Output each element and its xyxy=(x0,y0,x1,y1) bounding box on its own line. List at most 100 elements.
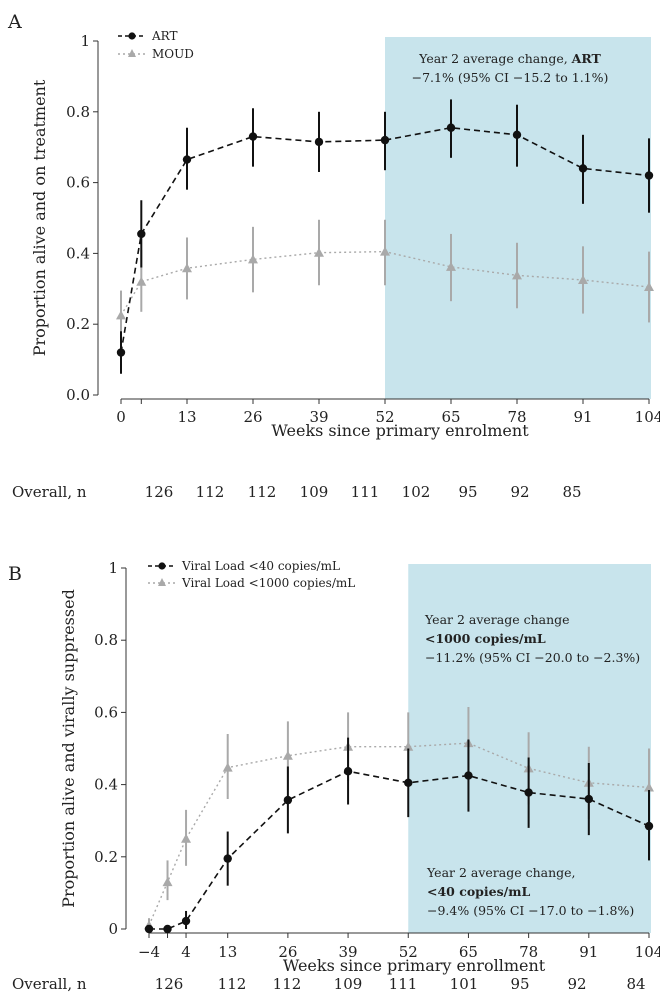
data-point-circle xyxy=(464,771,473,780)
y-tick-label: 0.6 xyxy=(66,174,90,192)
annotation-heading: Year 2 average change, ART xyxy=(418,51,601,66)
data-point-circle xyxy=(644,171,654,180)
x-tick-label: 13 xyxy=(218,943,237,961)
x-tick-label: 52 xyxy=(399,943,418,961)
y-tick-label: 0.8 xyxy=(66,103,90,121)
data-point-circle xyxy=(163,924,172,934)
y-tick-label: 1 xyxy=(80,32,90,50)
n-row-label: Overall, n xyxy=(12,975,87,993)
x-tick-label: 26 xyxy=(278,943,297,961)
data-point-circle xyxy=(524,788,533,797)
annotation-heading-text: Year 2 average change, xyxy=(418,51,572,66)
n-row-value: 84 xyxy=(626,975,645,993)
n-row-value: 112 xyxy=(196,483,225,501)
data-point-triangle xyxy=(282,750,293,760)
y-axis-title: Proportion alive and on treatment xyxy=(30,79,49,356)
data-point-circle xyxy=(584,794,594,804)
n-row-value: 112 xyxy=(218,975,247,993)
annotation-heading-bold: <1000 copies/mL xyxy=(425,631,546,646)
x-tick-label: 78 xyxy=(507,408,526,426)
data-point-circle xyxy=(578,164,588,173)
y-axis-title: Proportion alive and virally suppressed xyxy=(59,589,78,908)
data-point-circle xyxy=(343,767,353,776)
n-row-value: 102 xyxy=(402,483,431,501)
data-point-circle xyxy=(283,795,293,805)
data-point-triangle xyxy=(578,274,588,284)
x-tick-label: −4 xyxy=(138,943,160,961)
legend-marker-circle xyxy=(158,562,166,570)
legend-label: ART xyxy=(151,29,178,43)
data-point-circle xyxy=(380,135,390,145)
legend-label: Viral Load <40 copies/mL xyxy=(181,559,340,573)
n-row-value: 111 xyxy=(351,483,380,501)
annotation-estimate: −9.4% (95% CI −17.0 to −1.8%) xyxy=(427,903,634,918)
panel-a: A 0.0 0.2 0.4 0.6 0.8 1 Proportion alive and on… xyxy=(7,11,660,609)
n-row-value: 85 xyxy=(562,483,581,501)
series-line-black xyxy=(120,126,650,353)
legend-marker-circle xyxy=(128,32,136,40)
y-tick-label: 1 xyxy=(108,559,118,577)
data-point-triangle xyxy=(446,261,456,271)
legend-marker-triangle xyxy=(158,578,166,586)
data-point-circle xyxy=(181,916,191,926)
data-point-circle xyxy=(512,130,522,140)
x-tick-label: 52 xyxy=(375,408,394,426)
data-point-circle xyxy=(223,854,232,863)
year-2-shaded-region xyxy=(385,37,651,399)
y-tick-label: 0 xyxy=(108,920,118,938)
data-point-triangle xyxy=(248,254,258,264)
n-row-value: 95 xyxy=(458,483,477,501)
data-point-triangle xyxy=(644,782,654,792)
n-row-value: 92 xyxy=(510,483,529,501)
x-axis-title: Weeks since primary enrolment xyxy=(271,421,529,440)
x-tick-label: 13 xyxy=(177,408,196,426)
x-tick-label: 78 xyxy=(519,943,538,961)
n-row-label: Overall, n xyxy=(12,483,87,501)
n-row-value: 126 xyxy=(155,975,184,993)
annotation-estimate: −7.1% (95% CI −15.2 to 1.1%) xyxy=(412,70,609,85)
x-tick-label: 65 xyxy=(441,408,460,426)
x-tick-label: 39 xyxy=(309,408,328,426)
panel-letter: A xyxy=(7,11,22,33)
data-point-circle xyxy=(116,348,126,357)
y-tick-label: 0.2 xyxy=(94,848,118,866)
y-tick-label: 0.8 xyxy=(94,631,118,649)
annotation-heading-bold: <40 copies/mL xyxy=(427,884,530,899)
data-point-triangle xyxy=(644,282,654,292)
data-point-triangle xyxy=(136,276,147,286)
x-tick-label: 104 xyxy=(635,408,660,426)
x-tick-label: 4 xyxy=(181,943,191,961)
data-point-triangle xyxy=(162,877,173,887)
legend-label: Viral Load <1000 copies/mL xyxy=(181,576,355,590)
x-tick-label: 0 xyxy=(116,408,126,426)
panel-b: B 0 0.2 0.4 0.6 0.8 1 Proportion alive and vira… xyxy=(8,559,660,993)
y-tick-label: 0.2 xyxy=(66,315,90,333)
data-point-triangle xyxy=(403,741,414,751)
x-tick-label: 104 xyxy=(635,943,660,961)
annotation-heading: Year 2 average change, xyxy=(426,865,576,880)
data-point-circle xyxy=(137,229,146,239)
series-line-grey xyxy=(148,742,650,926)
x-tick-label: 91 xyxy=(579,943,598,961)
data-point-triangle xyxy=(116,310,126,320)
n-row-value: 109 xyxy=(300,483,329,501)
data-point-triangle xyxy=(380,246,390,256)
data-point-circle xyxy=(446,123,456,132)
n-row-value: 95 xyxy=(510,975,529,993)
n-row-value: 126 xyxy=(145,483,174,501)
n-row-value: 109 xyxy=(334,975,363,993)
data-point-circle xyxy=(314,137,324,147)
y-tick-label: 0.4 xyxy=(66,244,90,262)
data-point-triangle xyxy=(222,762,233,772)
data-point-circle xyxy=(144,924,154,934)
data-point-triangle xyxy=(181,833,192,843)
data-point-triangle xyxy=(314,247,324,257)
data-point-circle xyxy=(248,132,258,141)
y-tick-label: 0.6 xyxy=(94,703,118,721)
x-tick-label: 26 xyxy=(243,408,262,426)
y-tick-label: 0.0 xyxy=(66,386,90,404)
annotation-heading: Year 2 average change xyxy=(424,612,570,627)
n-row-value: 92 xyxy=(567,975,586,993)
n-row-value: 101 xyxy=(450,975,479,993)
